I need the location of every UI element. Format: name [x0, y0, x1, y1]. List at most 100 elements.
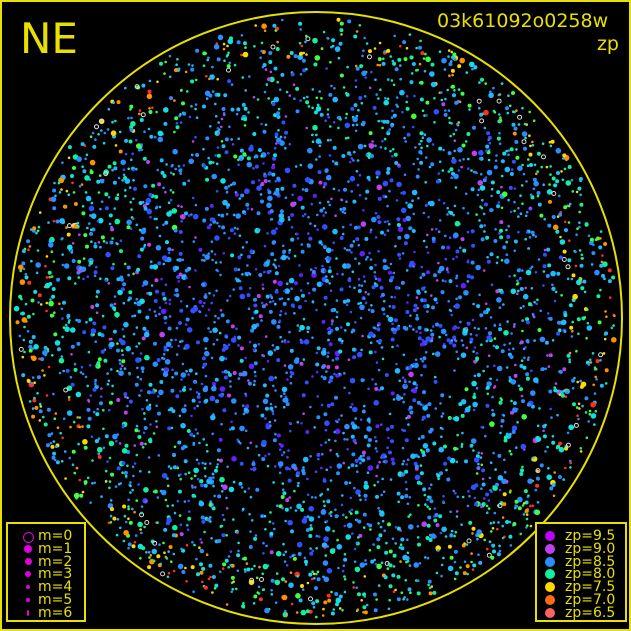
star-point	[505, 240, 509, 244]
star-point	[335, 452, 339, 456]
star-point	[467, 157, 470, 161]
size-legend-entry: m=0	[8, 529, 84, 543]
star-point	[160, 308, 167, 315]
star-point	[498, 306, 502, 310]
star-point	[539, 336, 546, 343]
star-point	[50, 196, 57, 203]
star-point	[390, 79, 394, 82]
star-point	[311, 106, 314, 110]
star-point	[305, 53, 308, 56]
star-point	[124, 152, 128, 156]
star-point	[301, 293, 305, 298]
star-point	[524, 500, 529, 505]
star-point	[39, 405, 43, 408]
star-point	[182, 111, 185, 115]
star-point	[180, 88, 183, 92]
star-point	[274, 29, 278, 32]
star-point	[174, 167, 177, 171]
star-point	[346, 136, 350, 140]
star-point	[176, 58, 179, 61]
star-point	[374, 263, 377, 267]
star-point	[599, 359, 602, 362]
star-point	[424, 156, 428, 159]
star-point	[191, 64, 194, 67]
star-point	[356, 608, 360, 611]
star-point	[30, 228, 33, 231]
star-point	[186, 429, 191, 433]
star-point	[254, 309, 259, 314]
star-point	[237, 377, 241, 380]
star-point	[276, 111, 281, 116]
star-point	[259, 56, 262, 59]
star-point	[472, 350, 475, 353]
star-point	[196, 432, 199, 435]
star-point	[117, 289, 123, 296]
star-point	[23, 325, 26, 329]
star-point	[406, 551, 410, 555]
star-point	[485, 149, 488, 152]
star-point	[21, 249, 26, 254]
star-point	[187, 63, 191, 66]
star-point	[426, 251, 430, 254]
star-point	[194, 486, 197, 489]
star-point	[292, 305, 295, 309]
star-point	[190, 105, 193, 108]
star-point	[375, 93, 379, 96]
star-point	[217, 539, 222, 543]
star-point	[326, 355, 330, 358]
star-point	[590, 263, 594, 266]
star-point	[254, 534, 258, 537]
star-point	[486, 335, 493, 341]
star-point	[213, 586, 217, 590]
star-point	[487, 499, 491, 502]
star-point	[172, 569, 176, 573]
star-point	[419, 97, 424, 102]
star-point	[151, 106, 154, 109]
star-point	[243, 41, 247, 46]
star-point	[163, 315, 168, 320]
star-point	[325, 520, 329, 523]
star-point	[380, 493, 384, 497]
star-point	[593, 392, 597, 395]
star-point	[521, 504, 525, 507]
star-point	[286, 378, 289, 381]
star-point	[350, 512, 353, 515]
star-point	[376, 184, 383, 191]
star-point	[314, 110, 318, 115]
star-point	[268, 520, 272, 524]
star-point	[480, 206, 484, 210]
star-point	[179, 172, 182, 175]
star-point	[174, 338, 177, 342]
star-point	[480, 425, 484, 429]
star-point	[305, 67, 308, 71]
star-point	[515, 148, 518, 151]
star-point	[81, 205, 85, 208]
star-point	[307, 215, 310, 219]
star-point	[339, 236, 344, 240]
star-point	[418, 562, 422, 565]
star-point	[375, 170, 381, 176]
star-point	[148, 107, 151, 110]
star-point	[451, 158, 457, 164]
star-point	[406, 132, 411, 137]
star-point	[365, 153, 369, 157]
star-point	[447, 151, 452, 156]
star-point	[392, 553, 397, 558]
star-point	[368, 548, 372, 552]
star-point	[124, 395, 127, 399]
star-point	[388, 584, 393, 589]
star-point	[121, 425, 125, 429]
star-point	[90, 213, 97, 219]
star-point	[312, 124, 318, 131]
star-point	[534, 271, 538, 274]
star-point	[298, 598, 303, 603]
star-point	[505, 366, 509, 369]
star-point	[401, 376, 405, 380]
star-point	[202, 218, 207, 223]
star-point	[419, 342, 424, 347]
star-point	[324, 526, 331, 532]
star-point	[97, 133, 100, 136]
star-point	[172, 524, 178, 531]
star-point	[408, 564, 412, 567]
star-point	[306, 581, 310, 585]
